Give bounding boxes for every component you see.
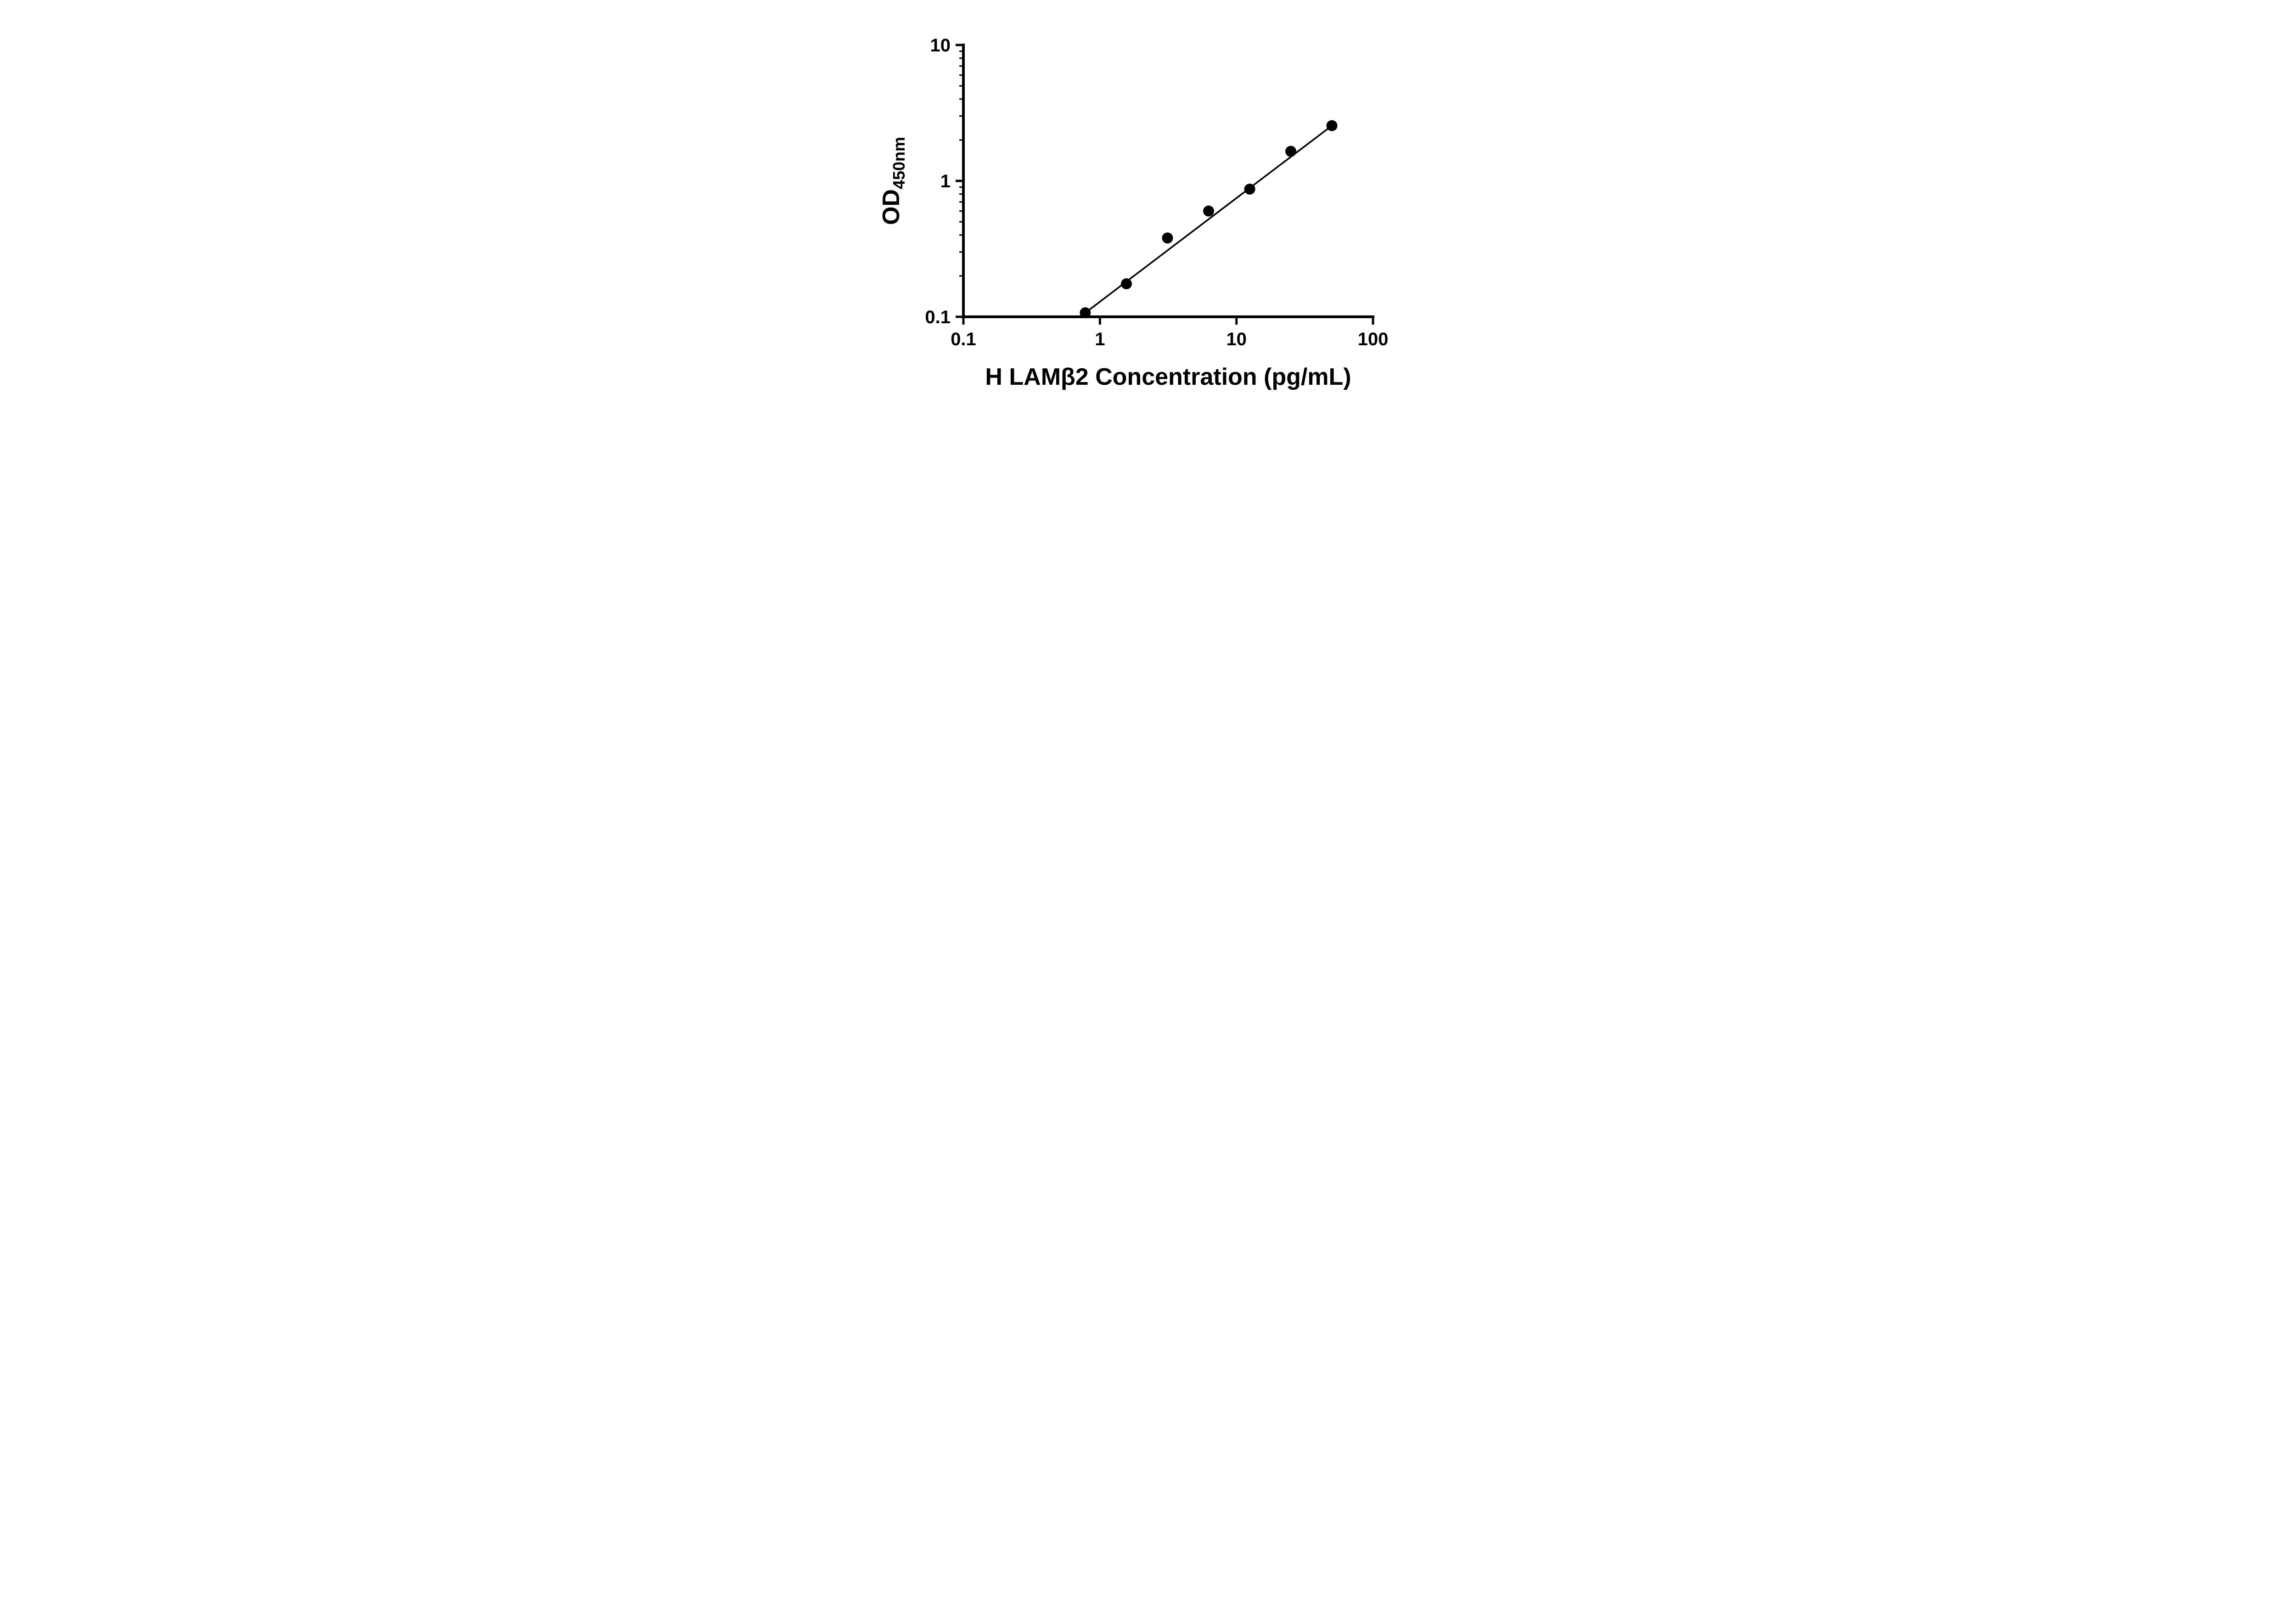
data-point — [1285, 146, 1296, 157]
x-tick-label: 10 — [1226, 329, 1247, 349]
y-tick-label: 10 — [930, 35, 951, 56]
data-point — [1121, 278, 1132, 290]
y-tick-label: 0.1 — [925, 307, 951, 327]
y-axis-title-subscript: 450nm — [889, 137, 908, 189]
x-tick-label: 100 — [1358, 329, 1389, 349]
data-point — [1080, 307, 1091, 319]
data-point — [1203, 205, 1214, 217]
y-axis-title-main: OD — [878, 189, 905, 225]
data-point — [1244, 183, 1255, 195]
data-point — [1326, 120, 1338, 131]
chart-canvas: OD450nm H LAMβ2 Concentration (pg/mL) 0.… — [878, 35, 1389, 390]
x-tick-label: 0.1 — [951, 329, 976, 349]
x-tick-label: 1 — [1095, 329, 1105, 349]
elisa-standard-curve-figure: OD450nm H LAMβ2 Concentration (pg/mL) 0.… — [859, 9, 1437, 413]
x-axis-title: H LAMβ2 Concentration (pg/mL) — [985, 364, 1351, 390]
data-point — [1162, 232, 1173, 244]
y-tick-label: 1 — [940, 171, 951, 191]
y-axis-title: OD450nm — [878, 137, 908, 225]
